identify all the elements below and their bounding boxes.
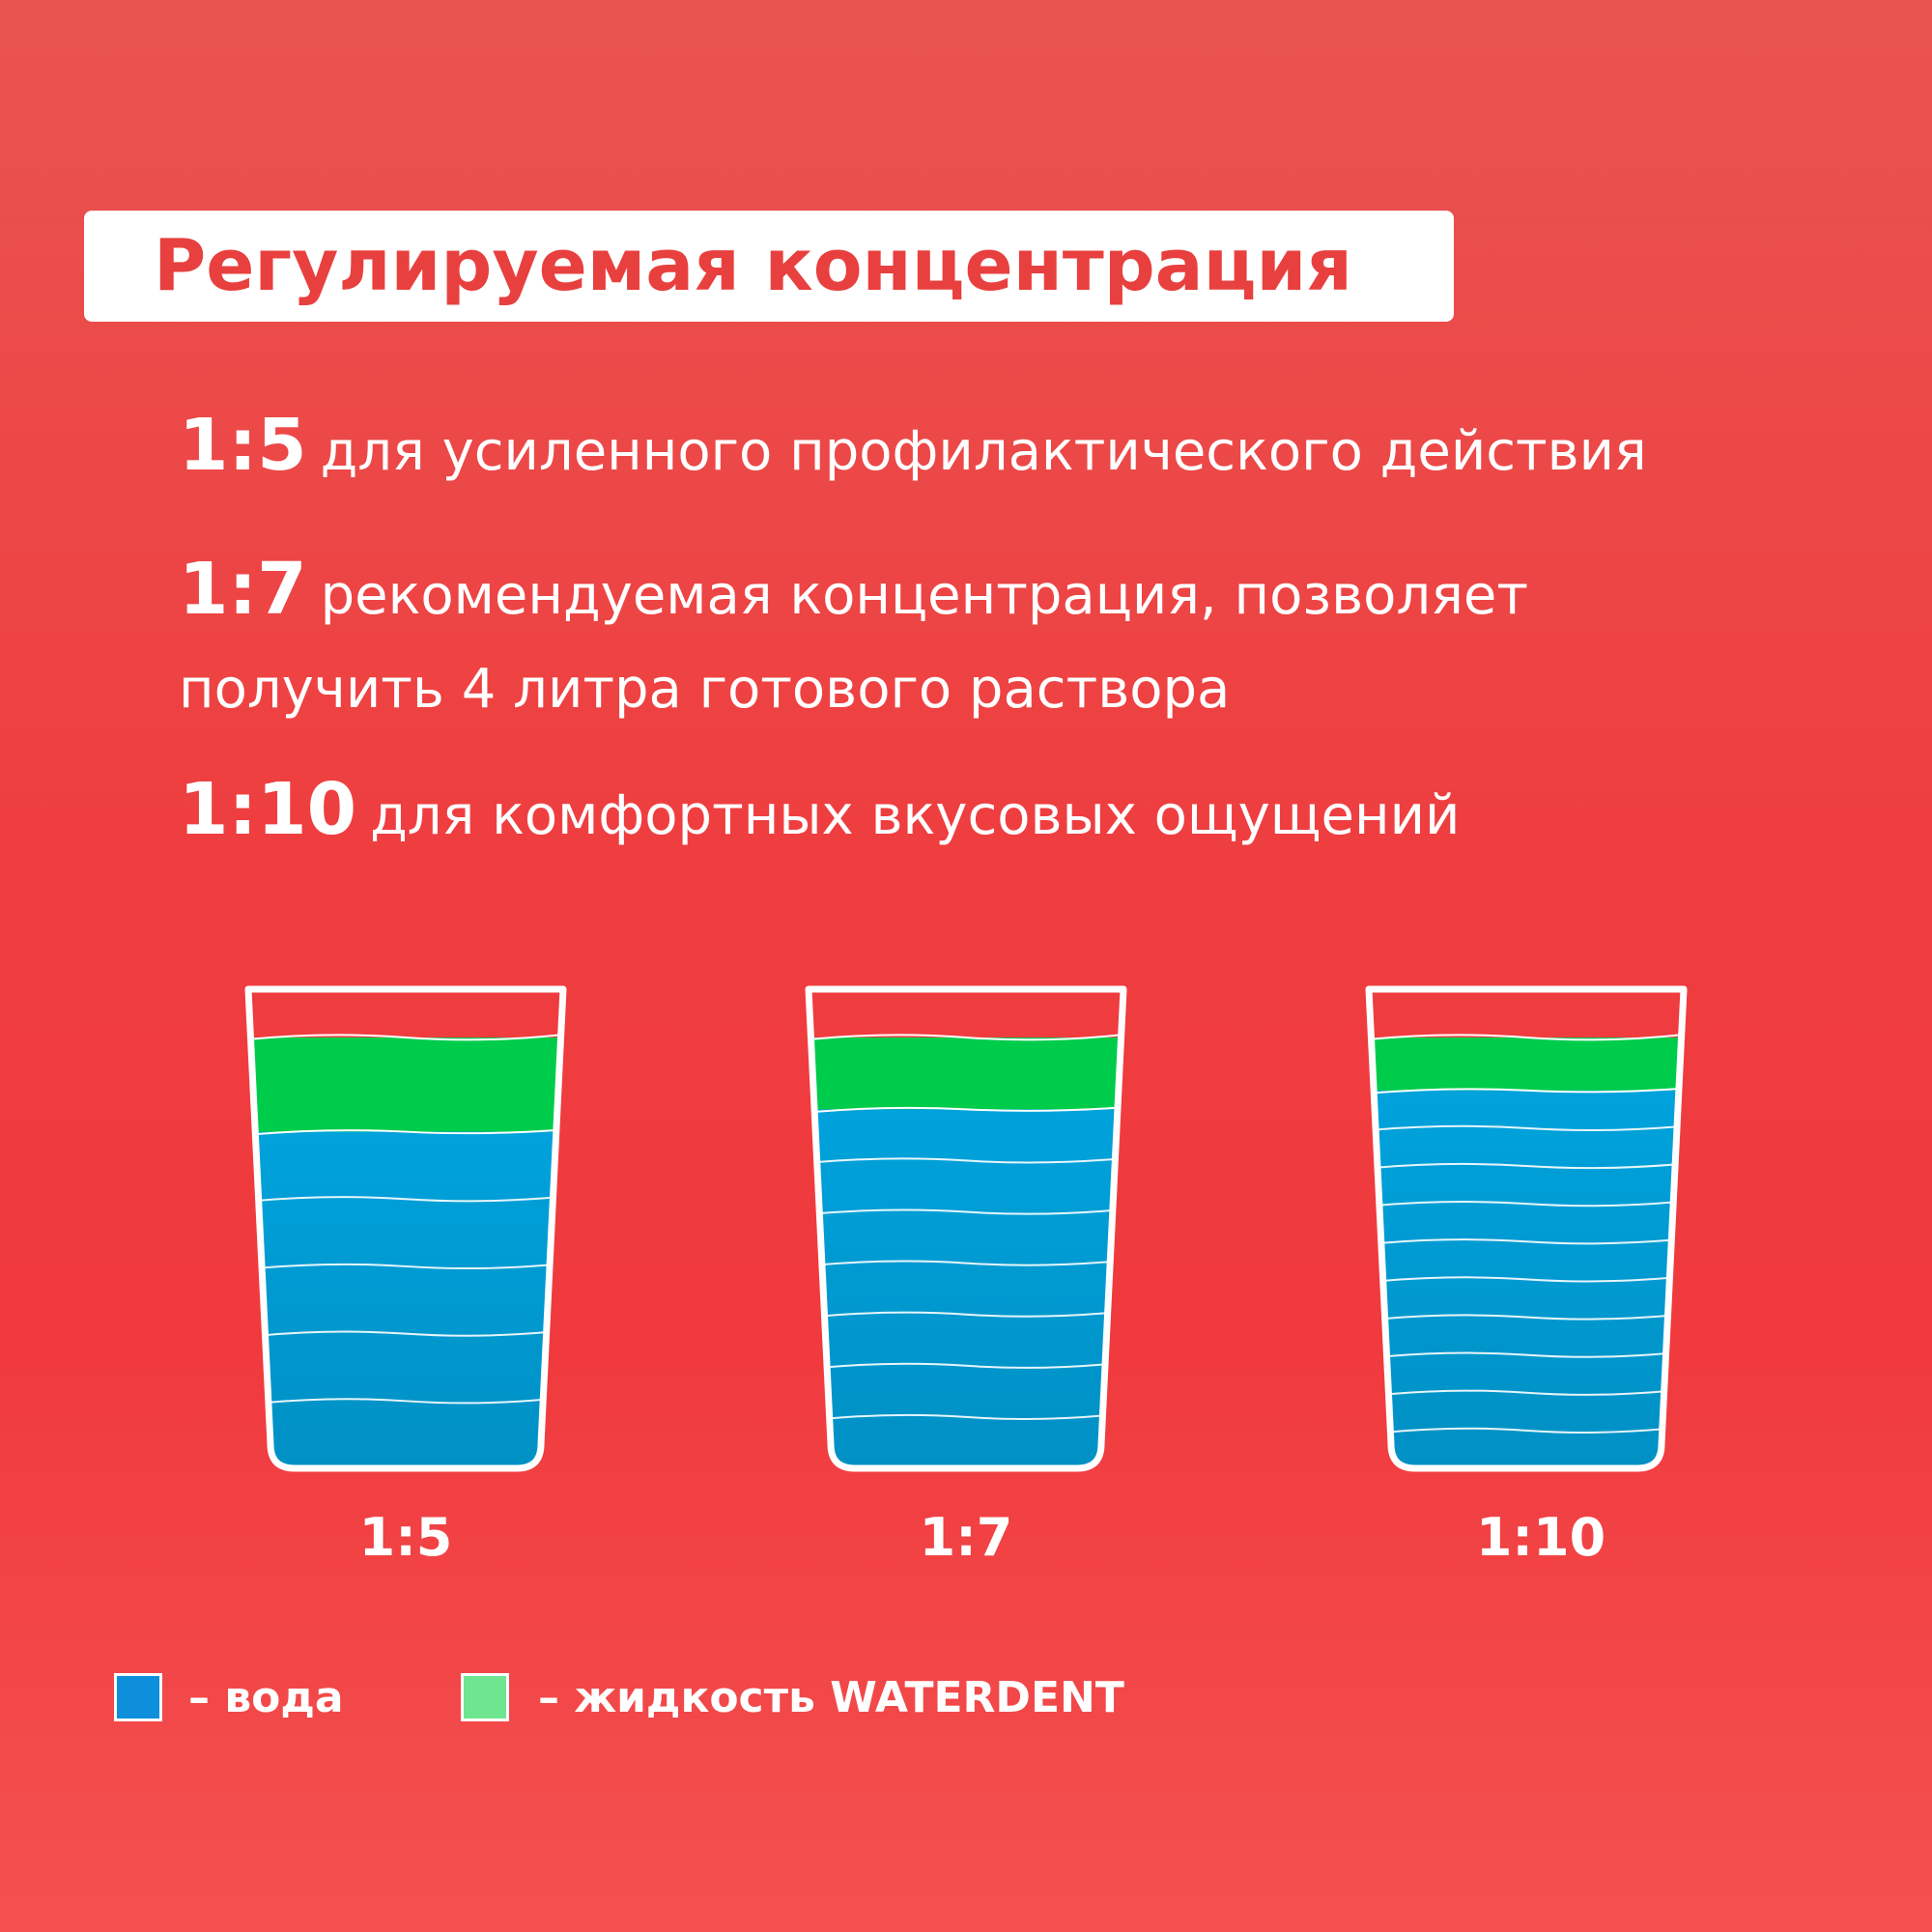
water-part-divider bbox=[823, 1413, 1109, 1420]
liquid-surface-line bbox=[809, 1034, 1123, 1041]
water-legend-swatch bbox=[114, 1673, 162, 1721]
liquid-legend-swatch bbox=[461, 1673, 509, 1721]
liquid-water-divider bbox=[1369, 1087, 1684, 1094]
liquid-surface-line bbox=[248, 1034, 563, 1041]
option-1-10: 1:10 для комфортных вкусовых ощущений bbox=[179, 768, 1460, 851]
option-ratio: 1:7 bbox=[179, 548, 307, 631]
liquid-legend-label: – жидкость WATERDENT bbox=[538, 1673, 1124, 1722]
water-part-divider bbox=[256, 1263, 555, 1270]
glass-label-1-7: 1:7 bbox=[919, 1507, 1013, 1568]
glass-outline bbox=[244, 985, 567, 1472]
glass-outline bbox=[805, 985, 1127, 1472]
water-part-divider bbox=[259, 1330, 553, 1337]
option-ratio: 1:5 bbox=[179, 404, 307, 487]
liquid-layer bbox=[1369, 1037, 1684, 1093]
liquid-surface-line bbox=[1369, 1034, 1684, 1041]
liquid-layer bbox=[809, 1037, 1123, 1112]
glass-label-1-10: 1:10 bbox=[1475, 1507, 1606, 1568]
water-part-divider bbox=[1378, 1314, 1674, 1321]
liquid-layer bbox=[248, 1037, 563, 1134]
page-title: Регулируемая концентрация bbox=[154, 224, 1352, 307]
water-part-divider bbox=[1374, 1201, 1679, 1208]
water-part-divider bbox=[252, 1196, 559, 1203]
glass-1-5 bbox=[244, 985, 567, 1472]
water-part-divider bbox=[816, 1260, 1116, 1266]
water-part-divider bbox=[1382, 1389, 1670, 1396]
water-part-divider bbox=[262, 1398, 550, 1405]
water-part-divider bbox=[1376, 1238, 1677, 1245]
water-part-divider bbox=[1372, 1162, 1681, 1170]
water-part-divider bbox=[820, 1362, 1112, 1369]
liquid-water-divider bbox=[809, 1106, 1123, 1114]
option-description: для комфортных вкусовых ощущений bbox=[370, 784, 1461, 847]
water-legend-label: – вода bbox=[188, 1673, 344, 1722]
glass-outline bbox=[1365, 985, 1688, 1472]
water-layer bbox=[1369, 1090, 1684, 1468]
water-part-divider bbox=[818, 1311, 1114, 1318]
option-ratio: 1:10 bbox=[179, 768, 357, 851]
title-banner: Регулируемая концентрация bbox=[84, 211, 1454, 322]
water-layer bbox=[809, 1109, 1123, 1468]
glass-1-7 bbox=[805, 985, 1127, 1472]
water-part-divider bbox=[1370, 1124, 1683, 1131]
option-description-line2: получить 4 литра готового раствора bbox=[179, 658, 1231, 721]
option-1-7: 1:7 рекомендуемая концентрация, позволяет… bbox=[179, 551, 1528, 728]
water-part-divider bbox=[811, 1157, 1121, 1164]
water-part-divider bbox=[813, 1208, 1119, 1215]
option-description: для усиленного профилактического действи… bbox=[320, 420, 1647, 483]
option-1-5: 1:5 для усиленного профилактического дейс… bbox=[179, 404, 1647, 487]
option-description: рекомендуемая концентрация, позволяет bbox=[320, 564, 1528, 627]
glass-1-10 bbox=[1365, 985, 1688, 1472]
water-part-divider bbox=[1380, 1351, 1672, 1358]
water-layer bbox=[248, 1131, 563, 1468]
water-part-divider bbox=[1377, 1276, 1676, 1283]
glass-label-1-5: 1:5 bbox=[358, 1507, 453, 1568]
water-part-divider bbox=[1384, 1427, 1668, 1434]
liquid-water-divider bbox=[249, 1128, 562, 1136]
